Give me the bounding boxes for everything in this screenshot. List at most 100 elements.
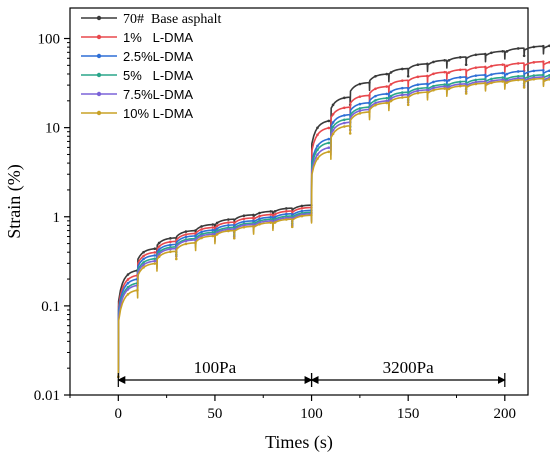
- series-point-5: [331, 132, 335, 136]
- legend-marker-3: [96, 72, 102, 78]
- series-point-5: [432, 88, 435, 92]
- series-point-0: [474, 53, 478, 57]
- series-point-0: [374, 75, 377, 78]
- series-point-1: [316, 133, 319, 137]
- series-point-0: [215, 221, 219, 225]
- series-point-1: [327, 126, 331, 130]
- series-point-4: [157, 252, 161, 256]
- x-tick-label: 200: [494, 406, 517, 422]
- series-point-5: [153, 262, 157, 265]
- series-point-0: [200, 225, 203, 228]
- series-point-5: [358, 112, 362, 115]
- legend-label-5: 10% L-DMA: [123, 106, 193, 121]
- x-axis-ticks: 0 50 100 150 200: [69, 395, 517, 422]
- series-point-5: [142, 266, 145, 269]
- series-point-5: [258, 223, 261, 226]
- series-point-5: [184, 242, 188, 246]
- series-point-0: [443, 59, 446, 62]
- y-axis-ticks: 0.01 0.1 1 10 100: [34, 32, 70, 404]
- series-point-2: [153, 254, 157, 257]
- series-point-5: [447, 87, 451, 91]
- series-point-3: [501, 76, 504, 79]
- series-point-0: [157, 241, 161, 245]
- series-point-5: [242, 225, 246, 229]
- series-point-4: [142, 263, 145, 267]
- series-point-1: [227, 221, 230, 224]
- series-point-3: [331, 125, 335, 129]
- series-point-3: [358, 107, 362, 110]
- series-point-3: [474, 78, 478, 82]
- series-point-4: [211, 232, 215, 236]
- series-point-2: [490, 73, 493, 76]
- series-point-2: [443, 79, 446, 82]
- series-point-1: [400, 79, 404, 82]
- series-point-4: [432, 86, 435, 90]
- series-point-3: [385, 96, 389, 100]
- series-point-2: [474, 74, 478, 77]
- series-point-0: [532, 45, 536, 49]
- series-point-4: [258, 221, 261, 224]
- series-point-4: [443, 85, 446, 88]
- series-point-5: [406, 103, 410, 107]
- series-point-3: [443, 83, 446, 86]
- series-point-0: [483, 52, 487, 56]
- series-point-1: [269, 213, 273, 216]
- series-point-3: [316, 148, 319, 152]
- series-point-5: [200, 236, 203, 240]
- legend-label-1: 1% L-DMA: [123, 30, 193, 45]
- series-point-2: [385, 92, 389, 96]
- series-point-5: [310, 213, 313, 217]
- series-point-2: [416, 83, 420, 86]
- series-point-5: [501, 80, 504, 83]
- legend-label-2: 2.5%L-DMA: [123, 49, 193, 64]
- series-point-0: [522, 54, 526, 58]
- series-point-0: [211, 223, 215, 226]
- series-point-0: [389, 71, 393, 74]
- series-point-5: [232, 236, 236, 240]
- series-point-4: [416, 89, 420, 93]
- x-axis-title: Times (s): [265, 432, 333, 453]
- series-point-0: [464, 63, 468, 66]
- y-axis-title: Strain (%): [4, 164, 25, 238]
- series-point-2: [358, 102, 362, 106]
- series-point-2: [483, 73, 487, 77]
- series-point-2: [258, 217, 261, 221]
- series-point-5: [490, 81, 493, 85]
- series-point-2: [142, 257, 145, 261]
- annotation-label-0: 100Pa: [194, 358, 237, 377]
- series-point-4: [169, 247, 172, 251]
- y-tick-label: 1: [53, 210, 61, 226]
- series-point-5: [169, 250, 172, 254]
- series-point-1: [258, 214, 261, 218]
- legend-label-4: 7.5%L-DMA: [123, 87, 193, 102]
- series-point-1: [443, 70, 446, 74]
- series-point-1: [501, 63, 504, 66]
- series-point-0: [541, 44, 545, 48]
- series-point-2: [300, 209, 304, 213]
- series-point-4: [184, 239, 188, 243]
- plot-border: [69, 7, 529, 396]
- series-point-0: [327, 119, 331, 123]
- series-point-4: [252, 223, 255, 226]
- series-point-4: [385, 99, 389, 103]
- stress-annotations: 100Pa 3200Pa: [117, 358, 506, 387]
- series-point-3: [483, 77, 487, 81]
- series-point-1: [252, 216, 255, 220]
- series-point-2: [343, 114, 346, 117]
- series-point-1: [142, 254, 145, 258]
- series-point-5: [227, 229, 230, 233]
- series-point-1: [215, 224, 219, 228]
- series-point-1: [184, 233, 188, 236]
- series-point-0: [358, 82, 362, 86]
- series-point-3: [343, 118, 346, 122]
- series-point-1: [157, 245, 161, 248]
- series-point-0: [269, 210, 273, 213]
- series-point-3: [153, 257, 157, 260]
- series-point-0: [153, 247, 157, 251]
- series-point-1: [516, 62, 520, 65]
- series-point-5: [269, 221, 273, 224]
- series-point-4: [447, 85, 451, 89]
- series-point-5: [483, 81, 487, 85]
- series-point-3: [432, 84, 435, 88]
